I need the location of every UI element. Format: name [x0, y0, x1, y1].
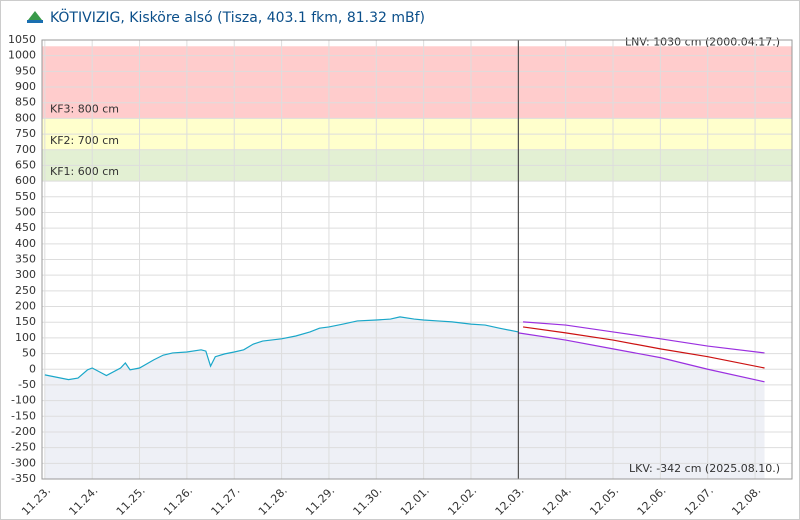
- y-tick-label: 750: [15, 127, 36, 140]
- y-tick-label: 400: [15, 237, 36, 250]
- annotation: LNV: 1030 cm (2000.04.17.): [625, 35, 780, 48]
- annotation: LKV: -342 cm (2025.08.10.): [629, 462, 780, 475]
- y-tick-label: 300: [15, 268, 36, 281]
- y-tick-label: -300: [11, 456, 36, 469]
- y-tick-label: 700: [15, 143, 36, 156]
- y-tick-label: 1000: [8, 49, 36, 62]
- y-tick-label: 650: [15, 158, 36, 171]
- line: [523, 321, 765, 354]
- y-tick-label: 550: [15, 190, 36, 203]
- y-tick-label: 150: [15, 315, 36, 328]
- y-tick-label: 500: [15, 205, 36, 218]
- y-tick-label: -150: [11, 409, 36, 422]
- band-label: KF1: 600 cm: [50, 165, 119, 178]
- y-tick-label: -50: [18, 378, 36, 391]
- warning-band: [42, 46, 792, 119]
- y-tick-label: 250: [15, 284, 36, 297]
- plot-frame: [41, 39, 793, 480]
- y-tick-label: -200: [11, 425, 36, 438]
- band-label: KF2: 700 cm: [50, 134, 119, 147]
- y-tick-label: 800: [15, 111, 36, 124]
- y-tick-label: 850: [15, 96, 36, 109]
- y-tick-label: 1050: [8, 33, 36, 46]
- band-label: KF3: 800 cm: [50, 102, 119, 115]
- y-tick-label: 450: [15, 221, 36, 234]
- y-tick-label: 200: [15, 300, 36, 313]
- y-tick-label: 50: [22, 347, 36, 360]
- y-tick-label: 950: [15, 64, 36, 77]
- y-tick-label: -250: [11, 441, 36, 454]
- line: [518, 332, 765, 383]
- logo: [27, 11, 43, 23]
- y-tick-label: 600: [15, 174, 36, 187]
- y-tick-label: -350: [11, 472, 36, 485]
- line: [522, 326, 765, 369]
- line: [44, 316, 519, 381]
- y-tick-label: -100: [11, 394, 36, 407]
- y-tick-label: 900: [15, 80, 36, 93]
- y-tick-label: 100: [15, 331, 36, 344]
- chart-title: KÖTIVIZIG, Kisköre alsó (Tisza, 403.1 fk…: [50, 8, 425, 26]
- y-tick-label: 0: [29, 362, 36, 375]
- y-tick-label: 350: [15, 253, 36, 266]
